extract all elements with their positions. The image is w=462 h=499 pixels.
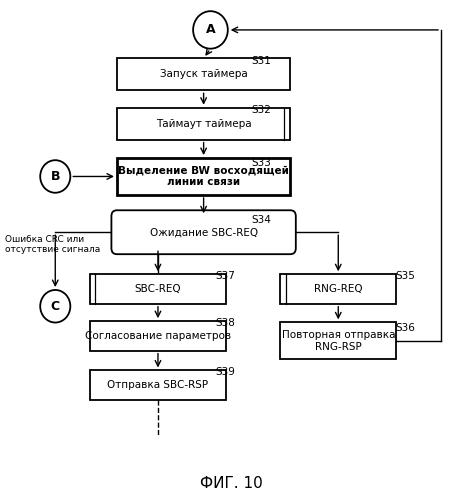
Text: Согласование параметров: Согласование параметров [85,331,231,341]
FancyBboxPatch shape [90,321,226,351]
FancyBboxPatch shape [280,322,396,359]
Text: Выделение BW восходящей
линии связи: Выделение BW восходящей линии связи [118,166,289,187]
Text: B: B [50,170,60,183]
Text: Ожидание SBC-REQ: Ожидание SBC-REQ [150,227,258,237]
Text: Ошибка CRC или
отсутствие сигнала: Ошибка CRC или отсутствие сигнала [5,235,100,254]
Text: S37: S37 [215,270,235,280]
Text: SBC-REQ: SBC-REQ [134,284,181,294]
Text: S31: S31 [251,56,271,66]
Text: S32: S32 [251,105,271,115]
FancyBboxPatch shape [111,210,296,254]
Text: RNG-REQ: RNG-REQ [314,284,363,294]
Text: Запуск таймера: Запуск таймера [160,69,248,79]
Text: C: C [51,300,60,313]
FancyBboxPatch shape [117,58,290,90]
Text: S35: S35 [395,270,415,280]
Text: S38: S38 [215,317,235,327]
FancyBboxPatch shape [117,158,290,195]
Text: S34: S34 [251,215,271,225]
FancyBboxPatch shape [90,274,226,304]
Text: S39: S39 [215,367,235,377]
Text: ФИГ. 10: ФИГ. 10 [200,477,262,492]
Text: S36: S36 [395,323,415,333]
Text: Таймаут таймера: Таймаут таймера [156,119,251,129]
FancyBboxPatch shape [117,108,290,140]
FancyBboxPatch shape [280,274,396,304]
Text: Отправка SBC-RSP: Отправка SBC-RSP [107,380,208,390]
Text: S33: S33 [251,158,271,168]
Text: A: A [206,23,215,36]
FancyBboxPatch shape [90,370,226,400]
Text: Повторная отправка
RNG-RSP: Повторная отправка RNG-RSP [281,330,395,352]
